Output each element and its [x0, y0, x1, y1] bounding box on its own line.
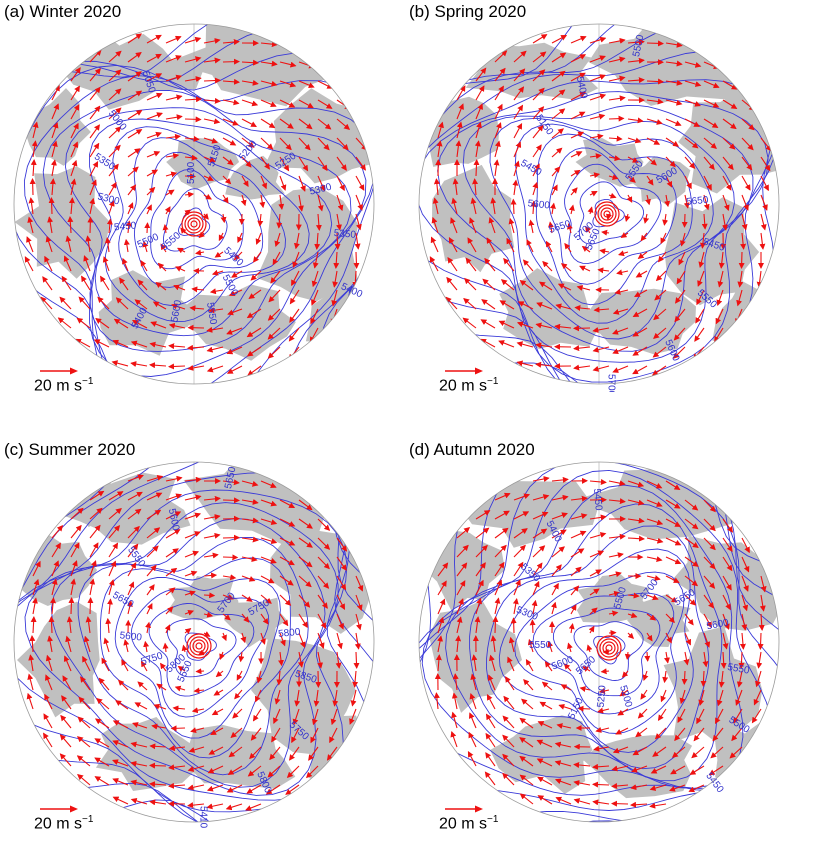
wind-arrow — [196, 671, 204, 672]
wind-arrow — [647, 652, 648, 661]
wind-arrow — [204, 595, 214, 596]
contour-label: 5600 — [527, 198, 551, 211]
wind-arrow — [147, 223, 148, 233]
wind-arrow — [223, 538, 239, 539]
wind-arrow — [169, 366, 185, 367]
wind-arrow — [90, 598, 91, 614]
contour-label: 5250 — [596, 685, 609, 709]
wind-scale-label: 20 m s−1 — [439, 376, 498, 395]
wind-arrow — [685, 214, 686, 227]
arrow-right-icon — [40, 804, 80, 814]
wind-arrow — [150, 765, 166, 766]
wind-scale: 20 m s−1 — [435, 808, 555, 848]
panel-title: (b) Spring 2020 — [409, 2, 526, 22]
wind-arrow — [51, 198, 52, 214]
wind-scale: 20 m s−1 — [30, 370, 150, 410]
contour-label: 5350 — [333, 228, 357, 241]
wind-arrow — [684, 671, 685, 684]
wind-scale-label: 20 m s−1 — [34, 376, 93, 395]
wind-arrow — [532, 620, 533, 633]
wind-arrow — [51, 617, 52, 633]
wind-arrow — [71, 598, 72, 614]
wind-arrow — [612, 804, 628, 805]
contour-label: 5550 — [529, 640, 552, 651]
wind-arrow — [476, 160, 477, 176]
contour-label: 5100 — [186, 161, 197, 184]
wind-arrow — [760, 633, 761, 649]
wind-arrow — [90, 218, 91, 234]
wind-arrow — [223, 557, 237, 558]
wind-arrow — [356, 652, 357, 668]
wind-arrow — [223, 500, 239, 501]
panel-title: (a) Winter 2020 — [4, 2, 121, 22]
arrow-right-icon — [445, 804, 485, 814]
wind-arrow — [513, 200, 514, 214]
wind-scale-label: 20 m s−1 — [34, 814, 93, 833]
wind-arrow — [609, 118, 624, 119]
panel-title: (d) Autumn 2020 — [409, 440, 535, 460]
wind-arrow — [172, 728, 185, 729]
wind-scale: 20 m s−1 — [30, 808, 150, 848]
wind-scale: 20 m s−1 — [435, 370, 555, 410]
contour-label: 5600 — [119, 630, 143, 643]
wind-arrow — [204, 80, 220, 81]
wind-arrow — [33, 179, 34, 195]
wind-arrow — [223, 62, 239, 63]
wind-arrow — [742, 252, 743, 268]
panel-title: (c) Summer 2020 — [4, 440, 135, 460]
contour-label: 5450 — [114, 220, 138, 233]
wind-arrow — [593, 784, 609, 785]
arrow-right-icon — [445, 366, 485, 376]
wind-arrow — [647, 43, 663, 44]
wind-arrow — [356, 252, 357, 268]
arrow-right-icon — [40, 366, 80, 376]
wind-arrow — [185, 119, 201, 120]
wind-arrow — [514, 618, 515, 633]
wind-scale-label: 20 m s−1 — [439, 814, 498, 833]
wind-arrow — [495, 617, 496, 633]
contour-label: 5410 — [197, 806, 208, 829]
contour-label: 5450 — [591, 488, 604, 512]
